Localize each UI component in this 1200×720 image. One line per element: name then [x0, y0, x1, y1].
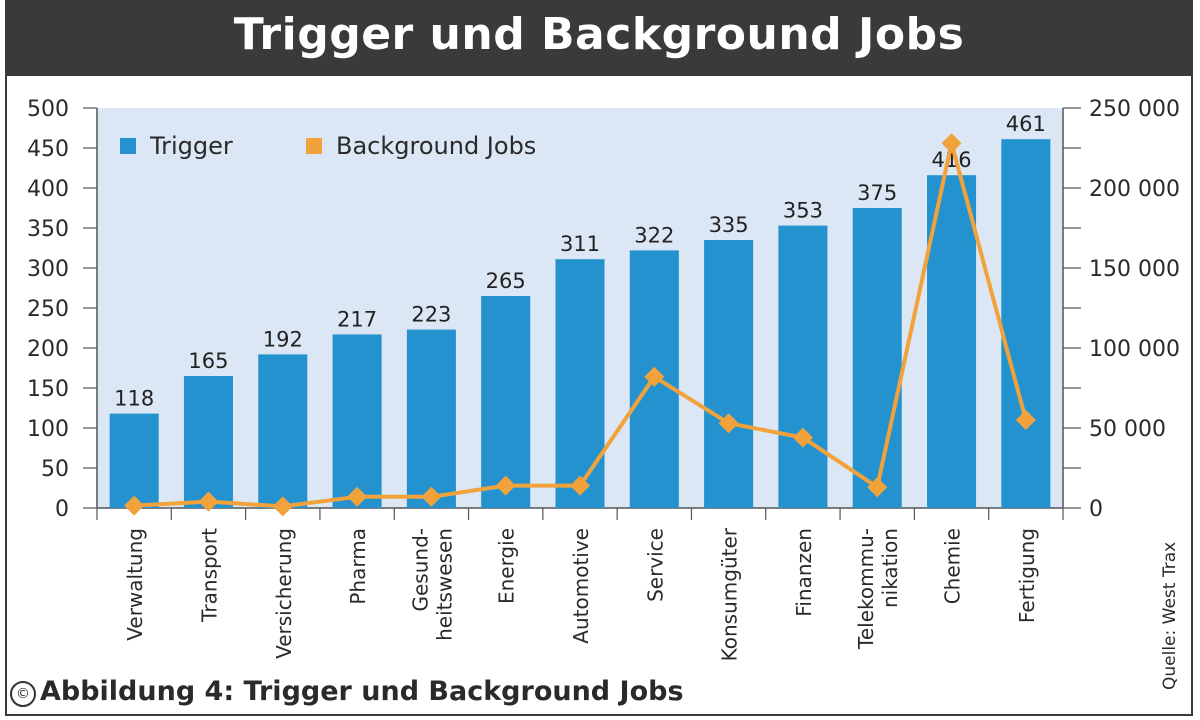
bar-trigger — [927, 175, 977, 508]
chart-title: Trigger und Background Jobs — [5, 0, 1193, 76]
left-tick-label: 150 — [27, 377, 69, 402]
x-category-label-line: heitswesen — [432, 528, 456, 641]
bar-value-label: 217 — [337, 307, 377, 331]
x-category-label: Service — [643, 528, 667, 602]
bar-trigger — [778, 225, 828, 508]
x-category-label: Transport — [197, 528, 221, 623]
legend-swatch-trigger — [120, 138, 136, 154]
x-category-label-line: nikation — [878, 528, 902, 608]
legend-label-background-jobs: Background Jobs — [336, 132, 536, 160]
bar-trigger — [332, 334, 382, 508]
background-jobs-marker — [124, 495, 145, 516]
legend-swatch-background-jobs — [306, 138, 322, 154]
bar-value-label: 192 — [263, 327, 303, 351]
bar-value-label: 322 — [634, 223, 674, 247]
bar-trigger — [406, 329, 456, 508]
x-category-label: Pharma — [346, 528, 370, 605]
x-category-label: Konsumgüter — [718, 527, 742, 661]
left-tick-label: 0 — [55, 497, 69, 522]
bar-trigger — [183, 376, 233, 508]
left-tick-label: 350 — [27, 217, 69, 242]
x-category-label-line: Service — [643, 528, 667, 602]
left-tick-label: 300 — [27, 257, 69, 282]
x-category-label-line: Fertigung — [1015, 528, 1039, 623]
bar-value-label: 165 — [188, 349, 228, 373]
bar-value-label: 265 — [486, 269, 526, 293]
x-category-label-line: Transport — [197, 528, 221, 623]
bar-value-label: 375 — [857, 181, 897, 205]
x-category-label: Versicherung — [272, 528, 296, 659]
x-category-label: Finanzen — [792, 528, 816, 617]
x-category-label-line: Telekommu- — [854, 528, 878, 650]
background-jobs-marker — [570, 475, 590, 496]
x-category-label: Automotive — [569, 528, 593, 644]
copyright-symbol: © — [10, 681, 36, 707]
bar-value-label: 461 — [1006, 112, 1046, 136]
right-tick-label: 100 000 — [1089, 337, 1180, 362]
source-note: Quelle: West Trax — [1160, 541, 1180, 690]
left-tick-label: 100 — [27, 417, 69, 442]
x-category-label-line: Verwaltung — [123, 528, 147, 641]
background-jobs-marker — [198, 491, 219, 512]
left-tick-label: 250 — [27, 297, 69, 322]
right-tick-label: 0 — [1089, 497, 1103, 522]
bar-trigger — [481, 296, 531, 508]
x-category-label-line: Konsumgüter — [718, 527, 742, 661]
right-tick-label: 150 000 — [1089, 257, 1180, 282]
background-jobs-marker — [644, 366, 665, 387]
legend-label-trigger: Trigger — [149, 132, 233, 160]
background-jobs-marker — [941, 133, 962, 154]
bar-trigger — [852, 208, 902, 508]
x-category-label-line: Gesund- — [408, 528, 432, 612]
bar-trigger — [1001, 139, 1051, 508]
x-category-label: Fertigung — [1015, 528, 1039, 623]
bar-value-label: 223 — [411, 303, 451, 327]
background-jobs-marker — [718, 413, 739, 434]
x-category-label: Chemie — [941, 528, 965, 604]
background-jobs-marker — [792, 427, 813, 448]
x-category-label-line: Energie — [495, 528, 519, 604]
bar-value-label: 311 — [560, 232, 600, 256]
x-category-label-line: Finanzen — [792, 528, 816, 617]
left-tick-label: 500 — [27, 97, 69, 122]
right-tick-label: 200 000 — [1089, 177, 1180, 202]
background-jobs-marker — [495, 475, 516, 496]
bar-value-label: 353 — [783, 199, 823, 223]
x-category-label-line: Versicherung — [272, 528, 296, 659]
x-category-label-line: Automotive — [569, 528, 593, 644]
x-category-label: Verwaltung — [123, 528, 147, 641]
left-tick-label: 200 — [27, 337, 69, 362]
left-tick-label: 50 — [41, 457, 69, 482]
background-jobs-marker — [347, 486, 368, 507]
bar-trigger — [704, 240, 754, 508]
background-jobs-marker — [272, 496, 293, 517]
right-tick-label: 250 000 — [1089, 97, 1180, 122]
background-jobs-marker — [867, 477, 888, 498]
bar-trigger — [555, 259, 605, 508]
background-jobs-marker — [1015, 410, 1036, 430]
x-category-label: Telekommu-nikation — [854, 528, 902, 650]
x-category-label: Energie — [495, 528, 519, 604]
background-jobs-marker — [421, 486, 442, 507]
right-tick-label: 50 000 — [1089, 417, 1166, 442]
left-tick-label: 450 — [27, 137, 69, 162]
bar-value-label: 335 — [709, 213, 749, 237]
figure-caption: Abbildung 4: Trigger und Background Jobs — [40, 676, 684, 707]
x-category-label-line: Chemie — [941, 528, 965, 604]
bar-value-label: 118 — [114, 387, 154, 411]
bar-trigger — [109, 413, 159, 508]
x-category-label: Gesund-heitswesen — [408, 528, 456, 641]
x-category-label-line: Pharma — [346, 528, 370, 605]
left-tick-label: 400 — [27, 177, 69, 202]
bar-trigger — [258, 354, 308, 508]
